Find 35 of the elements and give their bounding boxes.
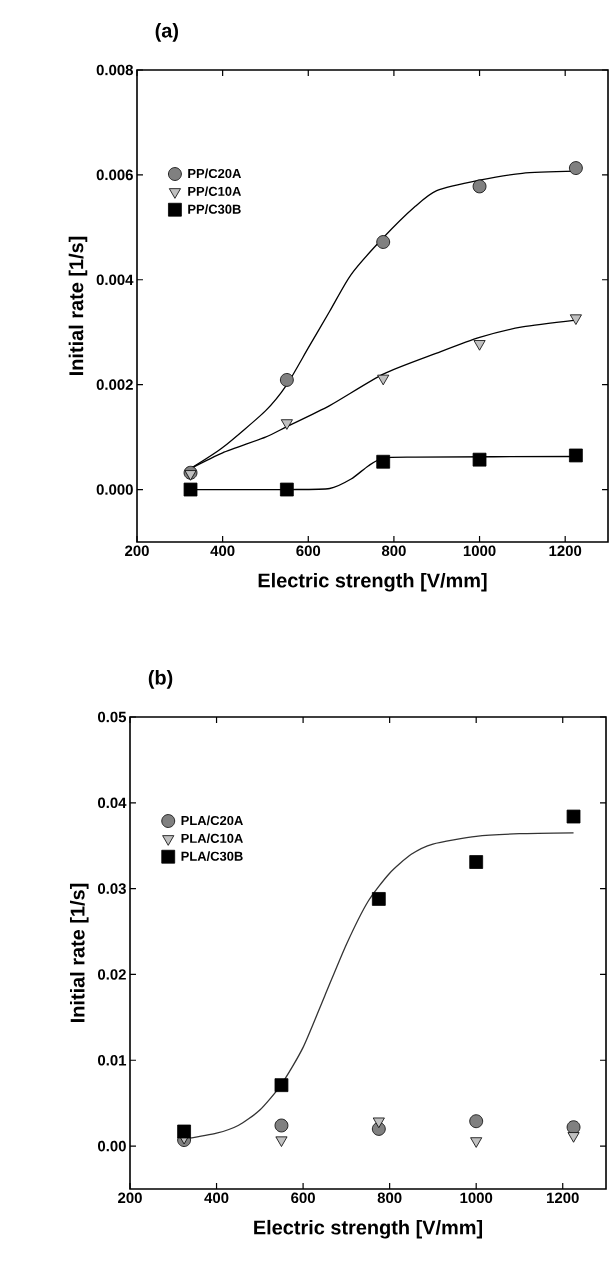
y-tick-label: 0.02 (97, 969, 126, 980)
legend-label: PLA/C20A (181, 815, 243, 826)
x-tick-label: 1200 (549, 545, 582, 557)
x-axis-title: Electric strength [V/mm] (254, 1219, 483, 1239)
x-tick-label: 400 (210, 545, 235, 557)
y-tick-label: 0.006 (96, 169, 133, 181)
y-tick-label: 0.008 (96, 64, 134, 76)
x-tick-label: 600 (296, 545, 321, 557)
x-tick-label: 1200 (547, 1192, 579, 1204)
y-tick-label: 0.05 (97, 711, 127, 723)
y-tick-label: 0.04 (97, 797, 127, 809)
legend-label: PP/C30B (188, 204, 241, 214)
legend-label: PLA/C10A (181, 833, 243, 844)
legend-label: PLA/C30B (181, 851, 243, 861)
x-tick-label: 600 (291, 1192, 315, 1204)
y-axis-title: Initial rate [1/s] (69, 883, 89, 1022)
x-tick-label: 400 (204, 1192, 229, 1204)
x-tick-label: 1000 (460, 1192, 493, 1204)
y-tick-label: 0.00 (97, 1140, 126, 1152)
y-tick-label: 0.03 (97, 883, 126, 894)
x-tick-label: 800 (377, 1192, 402, 1204)
chart-title: (a) (155, 23, 178, 42)
x-tick-label: 200 (118, 1192, 142, 1204)
y-tick-label: 0.002 (96, 379, 133, 390)
y-tick-label: 0.004 (96, 274, 134, 286)
y-axis-title: Initial rate [1/s] (68, 236, 88, 375)
x-tick-label: 1000 (463, 545, 496, 557)
x-tick-label: 200 (125, 545, 149, 557)
y-tick-label: 0.000 (96, 484, 133, 495)
legend-label: PP/C20A (188, 168, 242, 179)
x-axis-title: Electric strength [V/mm] (258, 572, 487, 592)
chart-title: (b) (148, 670, 173, 689)
x-tick-label: 800 (381, 545, 406, 557)
legend-label: PP/C10A (188, 186, 242, 197)
y-tick-label: 0.01 (97, 1054, 127, 1066)
